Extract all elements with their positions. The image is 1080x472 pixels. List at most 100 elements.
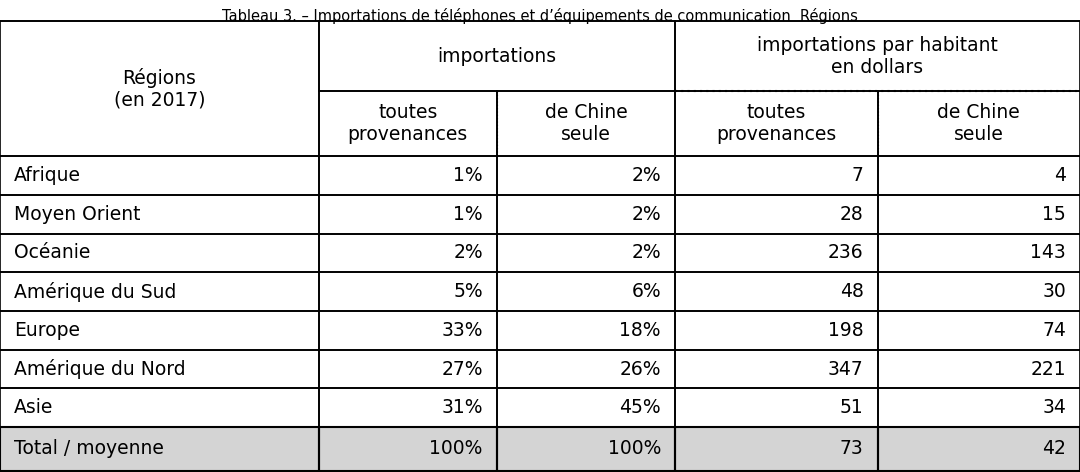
Bar (0, 427, 319, 471)
Bar (675, 195, 877, 234)
Bar (319, 350, 497, 388)
Bar (497, 234, 675, 272)
Text: 347: 347 (827, 360, 864, 379)
Bar (877, 350, 1080, 388)
Bar (0, 388, 319, 427)
Bar (675, 21, 1080, 91)
Bar (675, 427, 877, 471)
Text: 48: 48 (839, 282, 864, 301)
Bar (877, 91, 1080, 156)
Text: 28: 28 (840, 205, 864, 224)
Bar (675, 350, 877, 388)
Bar (319, 156, 497, 195)
Bar (675, 427, 877, 471)
Bar (675, 91, 877, 156)
Text: toutes
provenances: toutes provenances (348, 103, 468, 144)
Text: Tableau 3. – Importations de téléphones et d’équipements de communication  Régio: Tableau 3. – Importations de téléphones … (222, 8, 858, 25)
Text: toutes
provenances: toutes provenances (716, 103, 836, 144)
Bar (0, 234, 319, 272)
Bar (319, 350, 497, 388)
Bar (675, 21, 1080, 91)
Bar (0, 311, 319, 350)
Text: 34: 34 (1042, 398, 1066, 417)
Bar (497, 91, 675, 156)
Bar (877, 91, 1080, 156)
Bar (319, 91, 497, 156)
Bar (675, 272, 877, 311)
Bar (497, 388, 675, 427)
Text: 26%: 26% (620, 360, 661, 379)
Text: 1%: 1% (454, 205, 483, 224)
Text: 45%: 45% (619, 398, 661, 417)
Bar (497, 272, 675, 311)
Bar (0, 21, 319, 156)
Text: 73: 73 (840, 439, 864, 458)
Bar (877, 388, 1080, 427)
Text: 7: 7 (852, 166, 864, 185)
Text: 30: 30 (1042, 282, 1066, 301)
Bar (0, 156, 319, 195)
Bar (319, 427, 497, 471)
Bar (0, 272, 319, 311)
Text: Europe: Europe (14, 321, 80, 340)
Bar (877, 427, 1080, 471)
Bar (497, 427, 675, 471)
Bar (877, 311, 1080, 350)
Text: Amérique du Sud: Amérique du Sud (14, 282, 176, 302)
Text: 198: 198 (828, 321, 864, 340)
Text: 100%: 100% (430, 439, 483, 458)
Text: 100%: 100% (608, 439, 661, 458)
Text: 18%: 18% (620, 321, 661, 340)
Text: Total / moyenne: Total / moyenne (14, 439, 164, 458)
Bar (497, 156, 675, 195)
Text: 51: 51 (840, 398, 864, 417)
Bar (0, 21, 319, 156)
Bar (319, 156, 497, 195)
Text: 2%: 2% (454, 244, 483, 262)
Bar (0, 350, 319, 388)
Bar (319, 388, 497, 427)
Text: 143: 143 (1030, 244, 1066, 262)
Text: 27%: 27% (442, 360, 483, 379)
Text: de Chine
seule: de Chine seule (937, 103, 1021, 144)
Bar (0, 195, 319, 234)
Bar (0, 234, 319, 272)
Text: 15: 15 (1042, 205, 1066, 224)
Bar (675, 388, 877, 427)
Bar (497, 272, 675, 311)
Bar (497, 350, 675, 388)
Bar (675, 234, 877, 272)
Bar (497, 311, 675, 350)
Text: 74: 74 (1042, 321, 1066, 340)
Bar (675, 91, 877, 156)
Bar (0, 195, 319, 234)
Bar (319, 195, 497, 234)
Text: 5%: 5% (454, 282, 483, 301)
Text: Amérique du Nord: Amérique du Nord (14, 359, 186, 379)
Bar (0, 272, 319, 311)
Bar (319, 427, 497, 471)
Bar (877, 272, 1080, 311)
Bar (319, 272, 497, 311)
Bar (319, 195, 497, 234)
Bar (675, 272, 877, 311)
Bar (877, 350, 1080, 388)
Bar (877, 234, 1080, 272)
Bar (497, 350, 675, 388)
Text: de Chine
seule: de Chine seule (544, 103, 627, 144)
Text: Régions
(en 2017): Régions (en 2017) (113, 68, 205, 110)
Bar (877, 272, 1080, 311)
Text: 6%: 6% (632, 282, 661, 301)
Text: Moyen Orient: Moyen Orient (14, 205, 140, 224)
Text: 2%: 2% (632, 166, 661, 185)
Bar (877, 195, 1080, 234)
Bar (0, 427, 319, 471)
Text: Afrique: Afrique (14, 166, 81, 185)
Text: 236: 236 (828, 244, 864, 262)
Bar (0, 350, 319, 388)
Bar (0, 156, 319, 195)
Bar (675, 234, 877, 272)
Bar (877, 427, 1080, 471)
Bar (675, 388, 877, 427)
Bar (675, 311, 877, 350)
